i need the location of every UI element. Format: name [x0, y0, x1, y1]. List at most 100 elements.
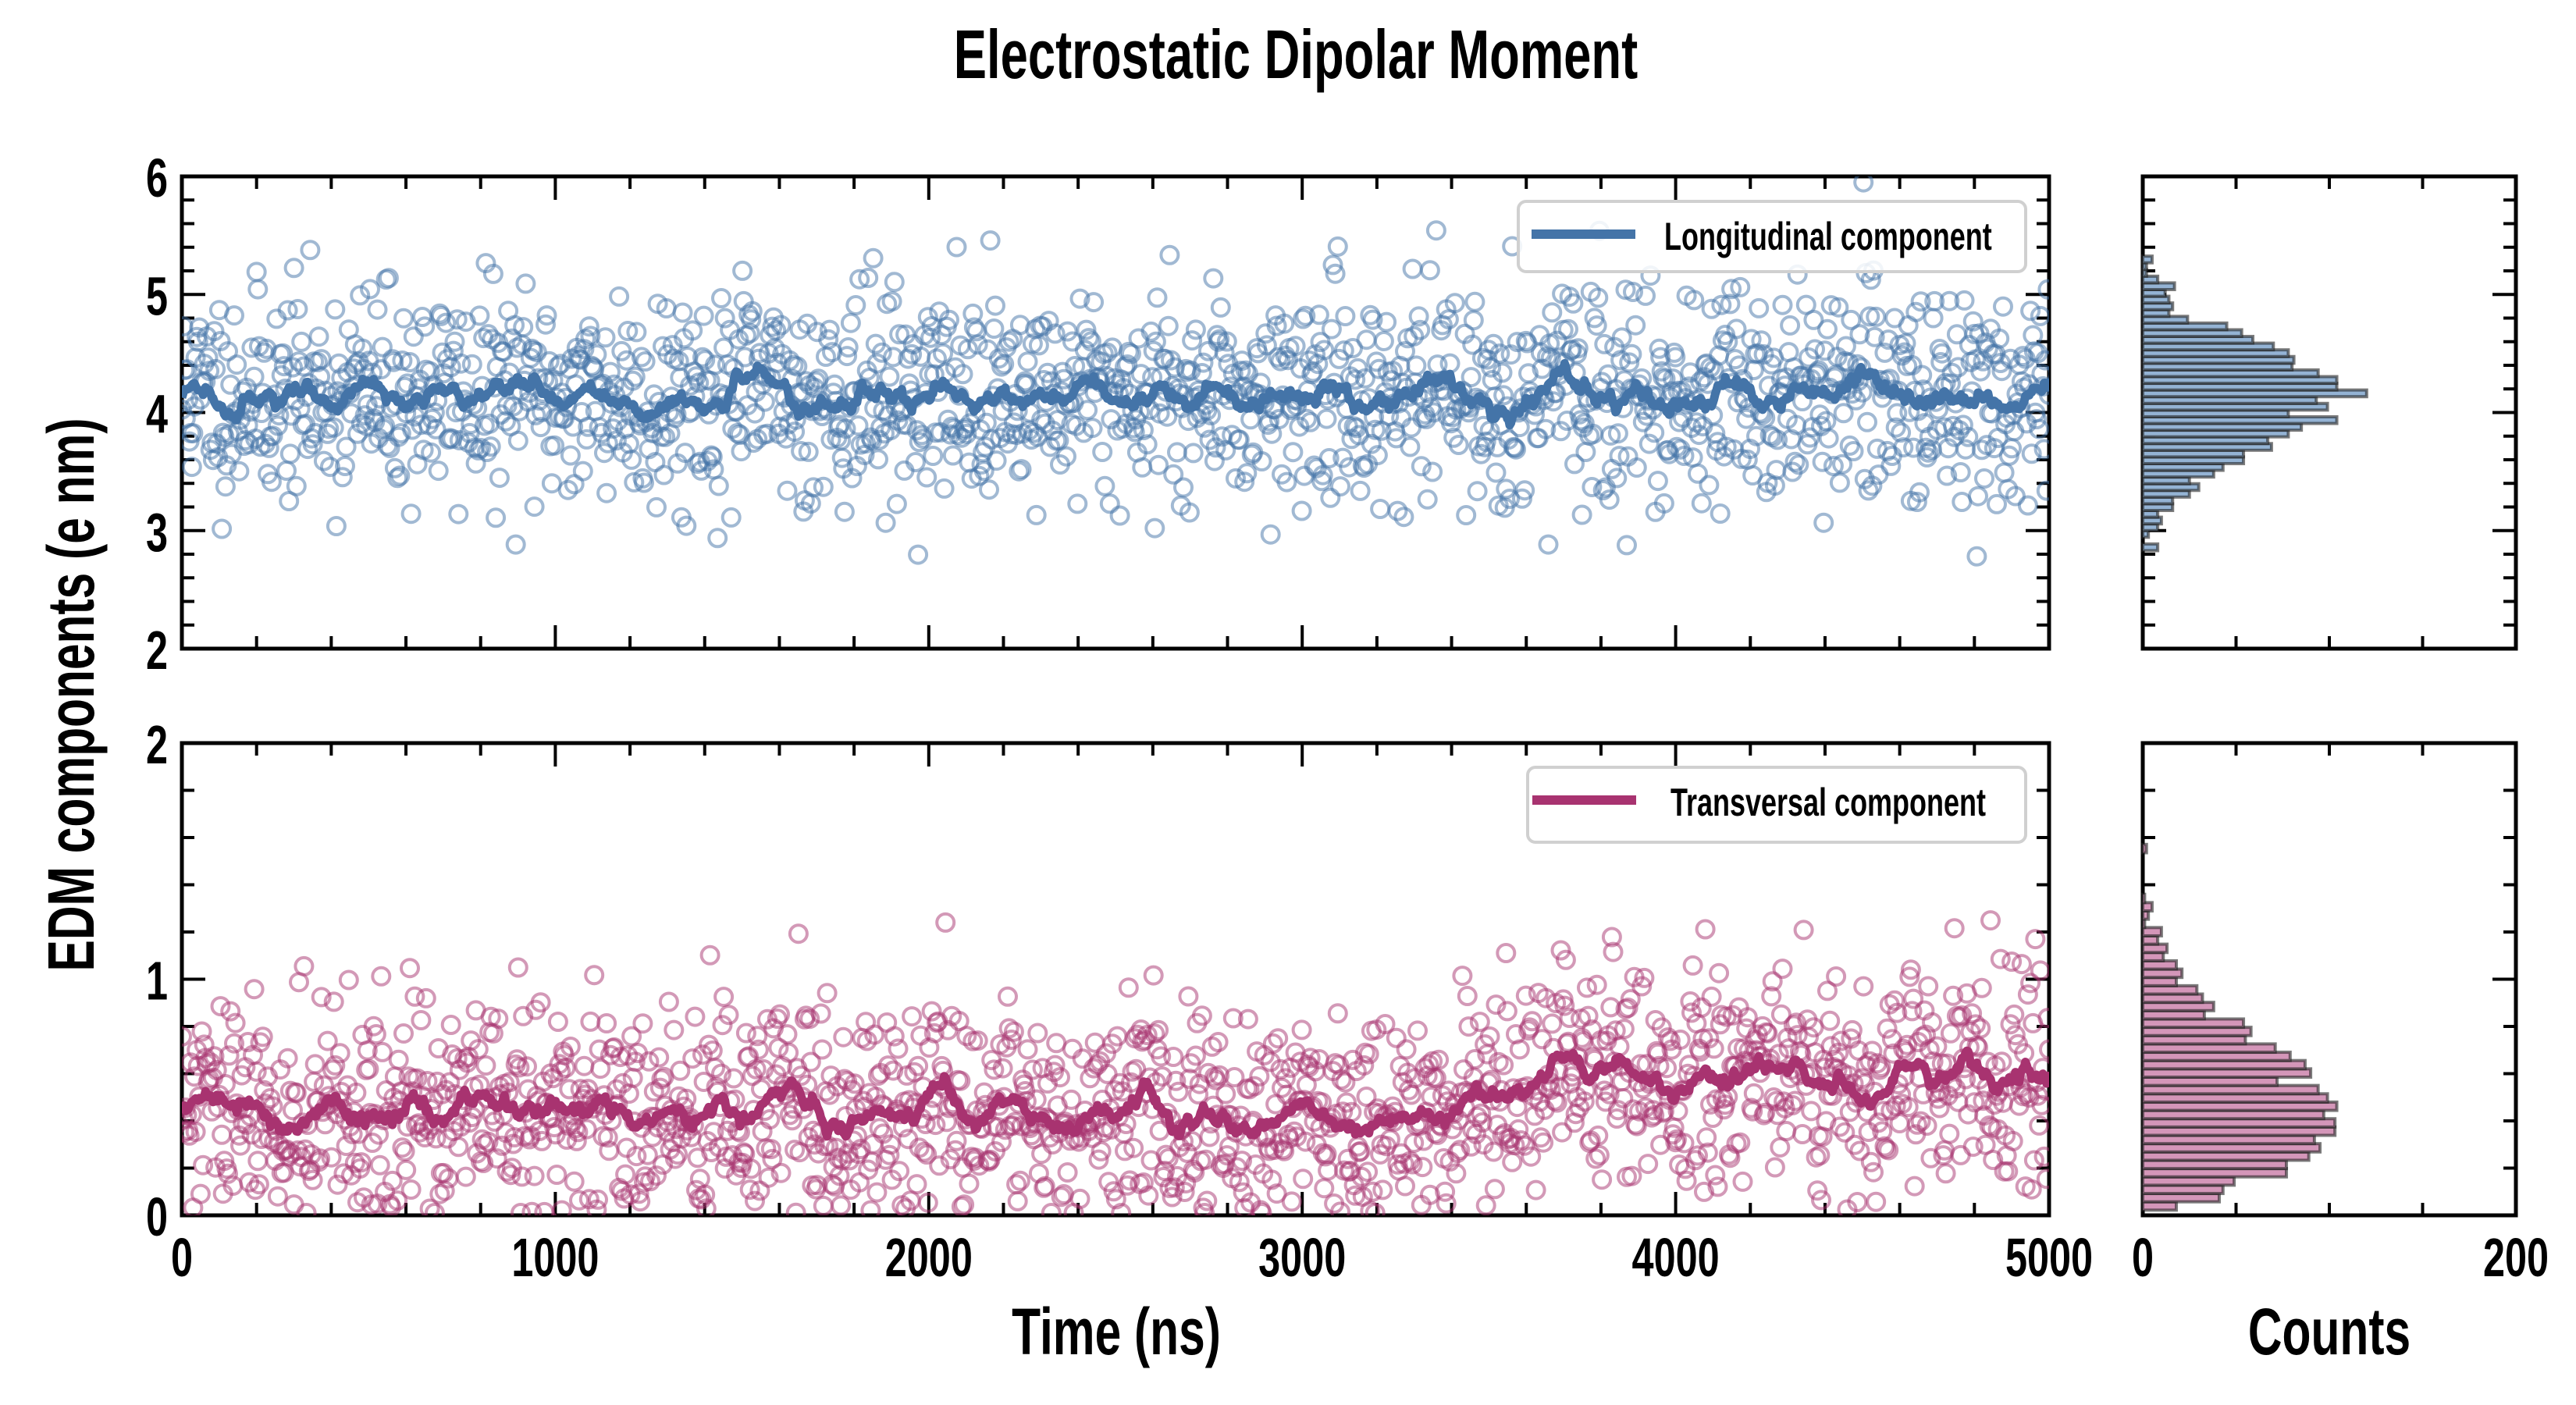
- scatter-point: [586, 1199, 607, 1215]
- scatter-point: [323, 417, 344, 438]
- scatter-point: [1594, 333, 1615, 354]
- scatter-point: [1559, 1008, 1580, 1028]
- scatter-point: [1408, 306, 1429, 327]
- x-tick-label: 5000: [2005, 1227, 2093, 1288]
- scatter-point: [818, 329, 839, 350]
- scatter-point: [1772, 294, 1793, 315]
- scatter-point: [1395, 341, 1415, 361]
- scatter-point: [1201, 405, 1222, 425]
- scatter-point: [866, 1182, 888, 1203]
- scatter-point: [478, 1131, 499, 1152]
- scatter-point: [1650, 347, 1671, 368]
- scatter-point: [1386, 1027, 1407, 1048]
- scatter-point: [1730, 276, 1751, 297]
- scatter-point: [653, 464, 674, 486]
- scatter-point: [1870, 1057, 1891, 1077]
- scatter-point: [1569, 1097, 1590, 1118]
- scatter-point: [754, 391, 775, 412]
- scatter-point: [400, 1179, 422, 1200]
- scatter-point: [1990, 948, 2011, 969]
- scatter-point: [1831, 1030, 1852, 1051]
- scatter-point: [1674, 1133, 1695, 1154]
- scatter-point: [336, 1136, 357, 1156]
- scatter-point: [277, 300, 298, 321]
- scatter-point: [509, 1057, 530, 1078]
- scatter-point: [1993, 296, 2013, 317]
- scatter-point: [1507, 332, 1528, 353]
- scatter-point: [1188, 1084, 1209, 1104]
- scatter-point: [1350, 1140, 1371, 1161]
- scatter-point: [1117, 354, 1138, 375]
- scatter-point: [1681, 1002, 1702, 1023]
- scatter-point: [933, 343, 953, 364]
- scatter-point: [921, 1001, 942, 1022]
- scatter-point: [1807, 1180, 1828, 1201]
- scatter-point: [1295, 1131, 1316, 1152]
- scatter-point: [1370, 499, 1391, 519]
- scatter-point: [1502, 1151, 1523, 1172]
- scatter-point: [1841, 309, 1862, 330]
- scatter-point: [521, 1201, 543, 1215]
- legend-frame: [1526, 766, 2027, 844]
- scatter-point: [1471, 1103, 1492, 1124]
- scatter-point: [329, 1043, 350, 1064]
- scatter-point: [1209, 1065, 1230, 1086]
- scatter-point: [745, 1058, 767, 1080]
- scatter-point: [291, 331, 312, 352]
- scatter-point: [621, 449, 642, 470]
- scatter-point: [325, 1055, 346, 1076]
- scatter-point: [461, 354, 482, 375]
- scatter-point: [1924, 290, 1945, 311]
- scatter-point: [800, 1051, 821, 1072]
- scatter-point: [1987, 493, 2007, 514]
- scatter-point: [1965, 1014, 1986, 1035]
- scatter-point: [884, 272, 905, 293]
- scatter-point: [1857, 411, 1877, 432]
- scatter-point: [1411, 456, 1432, 477]
- scatter-point: [1193, 352, 1214, 373]
- scatter-point: [1140, 321, 1162, 342]
- scatter-point: [1550, 421, 1571, 442]
- scatter-point: [1843, 441, 1864, 461]
- scatter-point: [1356, 329, 1377, 350]
- scatter-point: [1701, 298, 1722, 319]
- scatter-point: [419, 1198, 440, 1215]
- scatter-point: [1327, 236, 1348, 257]
- scatter-point: [469, 305, 490, 326]
- scatter-point: [1940, 1023, 1961, 1044]
- scatter-point: [1109, 1072, 1130, 1094]
- scatter-point: [1314, 340, 1335, 361]
- scatter-point: [702, 446, 723, 468]
- scatter-point: [313, 450, 334, 471]
- scatter-point: [215, 476, 236, 497]
- scatter-point: [881, 1134, 901, 1155]
- scatter-point: [1083, 292, 1105, 313]
- scatter-point: [1784, 451, 1806, 472]
- scatter-point: [1635, 285, 1656, 306]
- scatter-point: [1962, 1003, 1983, 1024]
- scatter-point: [1262, 1033, 1283, 1054]
- histogram-bar: [2141, 842, 2148, 855]
- scatter-point: [252, 1026, 273, 1048]
- scatter-point: [1770, 1004, 1791, 1025]
- chart-title: Electrostatic Dipolar Moment: [954, 17, 1638, 94]
- scatter-point: [1484, 1179, 1505, 1200]
- scatter-point: [799, 1008, 820, 1030]
- scatter-point: [560, 1037, 581, 1057]
- scatter-point: [649, 1047, 670, 1068]
- scatter-point: [841, 468, 863, 489]
- scatter-point: [1589, 1144, 1610, 1165]
- scatter-point: [183, 423, 204, 444]
- scatter-point: [1229, 1172, 1250, 1193]
- scatter-point: [739, 1179, 760, 1200]
- scatter-point: [480, 436, 501, 457]
- scatter-point: [326, 516, 347, 536]
- scatter-point: [813, 1195, 834, 1215]
- scatter-point: [695, 1184, 716, 1205]
- scatter-point: [731, 441, 752, 462]
- scatter-point: [950, 1070, 971, 1091]
- scatter-point: [835, 418, 856, 439]
- legend-label: Longitudinal component: [1664, 215, 1992, 258]
- scatter-point: [1479, 1026, 1500, 1047]
- scatter-point: [1339, 457, 1360, 478]
